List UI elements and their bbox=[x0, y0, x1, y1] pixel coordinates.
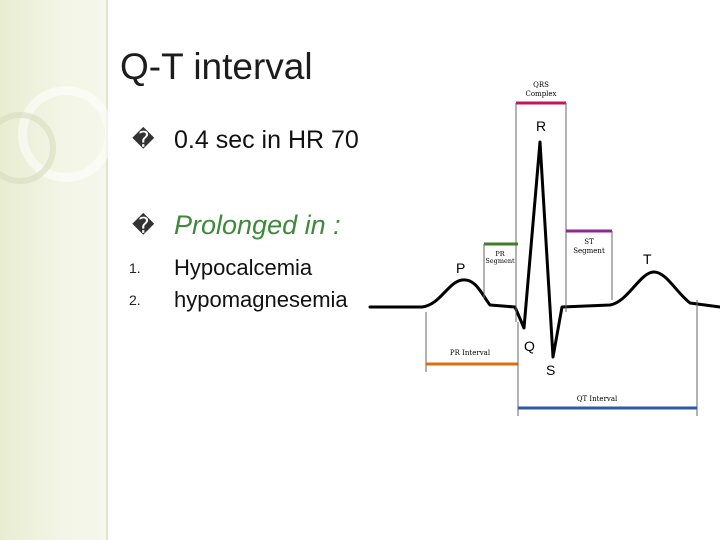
bullet-text-prolonged: Prolonged in : bbox=[174, 210, 341, 240]
pr-interval-label: PR Interval bbox=[450, 349, 491, 357]
wave-label-t: T bbox=[643, 251, 652, 267]
wave-label-r: R bbox=[536, 118, 546, 134]
list-number-1: 1. bbox=[129, 260, 141, 276]
pr-segment-label-1: PR bbox=[495, 250, 505, 258]
st-segment-label-2: Segment bbox=[573, 247, 605, 255]
qrs-complex-label-1: QRS bbox=[533, 81, 549, 89]
bullet-marker-2: � bbox=[132, 214, 155, 239]
wave-label-s: S bbox=[546, 362, 555, 378]
qt-interval-label: QT Interval bbox=[577, 395, 618, 403]
wave-label-p: P bbox=[456, 260, 465, 276]
list-item-hypomagnesemia: hypomagnesemia bbox=[174, 287, 348, 312]
list-number-2: 2. bbox=[129, 292, 141, 308]
wave-label-q: Q bbox=[524, 338, 535, 354]
pr-segment-label-2: Segment bbox=[485, 257, 515, 265]
bullet-text-qt-duration: 0.4 sec in HR 70 bbox=[174, 126, 359, 154]
slide-title: Q-T interval bbox=[120, 46, 313, 87]
decorative-ring-small bbox=[0, 112, 56, 184]
bullet-marker-1: � bbox=[132, 128, 155, 153]
list-item-hypocalcemia: Hypocalcemia bbox=[174, 255, 313, 280]
ecg-trace bbox=[368, 140, 720, 359]
st-segment-label-1: ST bbox=[584, 238, 594, 246]
sidebar-divider bbox=[106, 0, 108, 540]
qrs-complex-label-2: Complex bbox=[525, 90, 556, 98]
